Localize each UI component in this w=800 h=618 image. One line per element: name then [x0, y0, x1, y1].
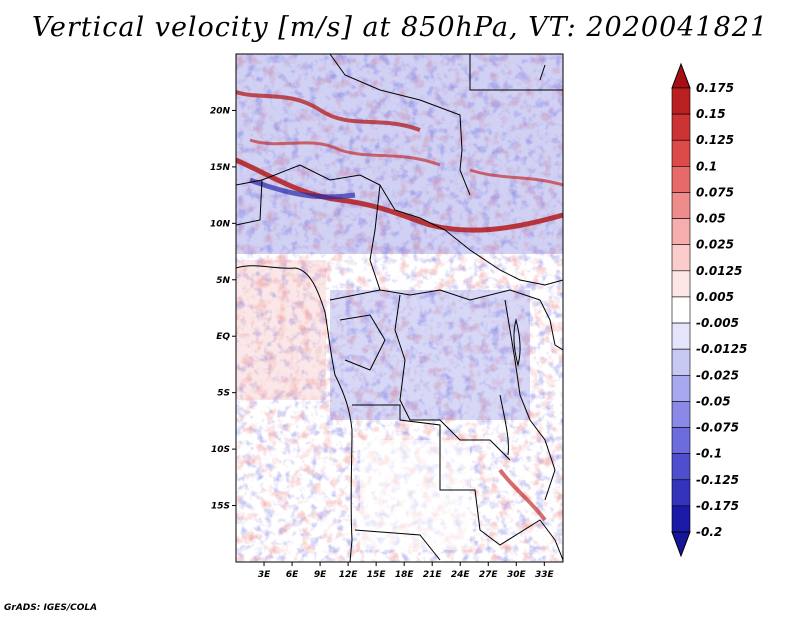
colorbar-label: -0.2 — [696, 525, 722, 539]
colorbar-swatch — [671, 87, 691, 115]
colorbar-swatch — [671, 374, 691, 402]
lat-tick-label: 5S — [217, 389, 230, 399]
colorbar: 0.175 0.15 0.125 0.1 0.075 0.05 0.025 0.0125 0.0… — [671, 62, 747, 558]
red-band-east — [469, 168, 563, 187]
lon-tick-label: 21E — [423, 570, 443, 580]
colorbar-label: -0.175 — [696, 499, 739, 513]
colorbar-label: -0.0125 — [696, 342, 747, 356]
east-border — [539, 299, 563, 351]
boundaries — [236, 54, 563, 562]
colorbar-swatch — [671, 348, 691, 376]
colorbar-swatch — [671, 270, 691, 298]
lon-tick-label: 6E — [286, 570, 299, 580]
great-lakes-border — [504, 299, 556, 501]
colorbar-swatch — [671, 322, 691, 350]
lon-tick-label: 18E — [395, 570, 415, 580]
grads-credit: GrADS: IGES/COLA — [4, 603, 98, 613]
colorbar-swatch — [671, 166, 691, 193]
colorbar-swatch — [671, 453, 691, 481]
lon-tick-label: 33E — [535, 570, 555, 580]
egypt-libya-border — [469, 54, 563, 91]
angola-zambia-border — [352, 404, 563, 561]
congo-gabon-border — [339, 314, 386, 371]
lon-tick-label: 12E — [339, 570, 359, 580]
lat-tick-label: 20N — [210, 106, 231, 116]
longitude-axis: 3E 6E 9E 12E 15E 18E 21E 24E 27E 30E 33E — [258, 562, 555, 580]
central-border-1 — [369, 184, 381, 291]
colorbar-label: 0.15 — [696, 107, 726, 121]
colorbar-swatch — [671, 218, 691, 246]
colorbar-swatch — [671, 113, 691, 141]
drc-border — [394, 294, 511, 461]
colorbar-bottom-arrow — [671, 531, 691, 558]
lon-tick-label: 9E — [314, 570, 327, 580]
southern-calm-region — [360, 440, 470, 550]
map-panel — [235, 53, 564, 563]
velocity-field — [236, 54, 563, 562]
colorbar-label: 0.075 — [696, 185, 734, 199]
colorbar-swatch — [671, 139, 691, 167]
west-border — [236, 179, 263, 226]
colorbar-swatch — [671, 244, 691, 272]
northern-ascent-region — [236, 54, 563, 254]
chart-title: Vertical velocity [m/s] at 850hPa, VT: 2… — [31, 12, 769, 43]
colorbar-swatch — [671, 192, 691, 219]
blue-band-12n — [249, 177, 356, 200]
latitude-axis: 20N 15N 10N 5N EQ 5S 10S 15S — [210, 106, 236, 512]
lat-tick-label: 15N — [210, 163, 231, 173]
colorbar-label: 0.1 — [696, 159, 717, 173]
map-frame — [235, 53, 564, 563]
congo-basin-region — [330, 290, 530, 420]
colorbar-swatch — [671, 401, 691, 428]
red-band-10n — [236, 157, 563, 233]
lake-victoria — [513, 318, 521, 367]
colorbar-label: -0.005 — [696, 316, 739, 330]
lon-tick-label: 27E — [479, 570, 499, 580]
colorbar-label: -0.1 — [696, 447, 722, 461]
colorbar-swatch — [671, 479, 691, 507]
colorbar-label: -0.125 — [696, 473, 739, 487]
colorbar-swatch — [671, 505, 691, 533]
lat-tick-label: 15S — [211, 502, 230, 512]
colorbar-label: 0.05 — [696, 212, 726, 226]
red-band-20n — [236, 90, 421, 132]
lat-tick-label: 5N — [216, 276, 230, 286]
lon-tick-label: 30E — [507, 570, 527, 580]
colorbar-label: -0.025 — [696, 368, 739, 382]
lon-tick-label: 15E — [367, 570, 387, 580]
lat-tick-label: 10N — [210, 219, 231, 229]
gulf-of-guinea-region — [236, 260, 326, 400]
colorbar-label: -0.05 — [696, 394, 731, 408]
north-border — [329, 54, 471, 196]
lat-tick-label: 10S — [211, 445, 230, 455]
colorbar-swatch — [671, 296, 691, 324]
red-sea-coast — [539, 64, 546, 81]
lat-tick-label: EQ — [216, 332, 230, 342]
colorbar-label: 0.0125 — [696, 264, 742, 278]
colorbar-label: 0.005 — [696, 290, 734, 304]
red-band-mozambique — [498, 468, 547, 522]
equatorial-border — [329, 289, 541, 301]
lon-tick-label: 24E — [451, 570, 471, 580]
colorbar-label: 0.025 — [696, 238, 734, 252]
colorbar-label: 0.175 — [696, 81, 734, 95]
colorbar-top-arrow — [671, 62, 691, 89]
atlantic-coastline — [236, 265, 353, 562]
lon-tick-label: 3E — [258, 570, 271, 580]
colorbar-label: 0.125 — [696, 133, 734, 147]
red-band-15n — [249, 138, 441, 167]
colorbar-swatch — [671, 427, 691, 454]
colorbar-label: -0.075 — [696, 421, 739, 435]
sahel-border — [261, 164, 563, 286]
namibia-border — [354, 529, 441, 561]
lake-tanganyika — [499, 394, 509, 456]
